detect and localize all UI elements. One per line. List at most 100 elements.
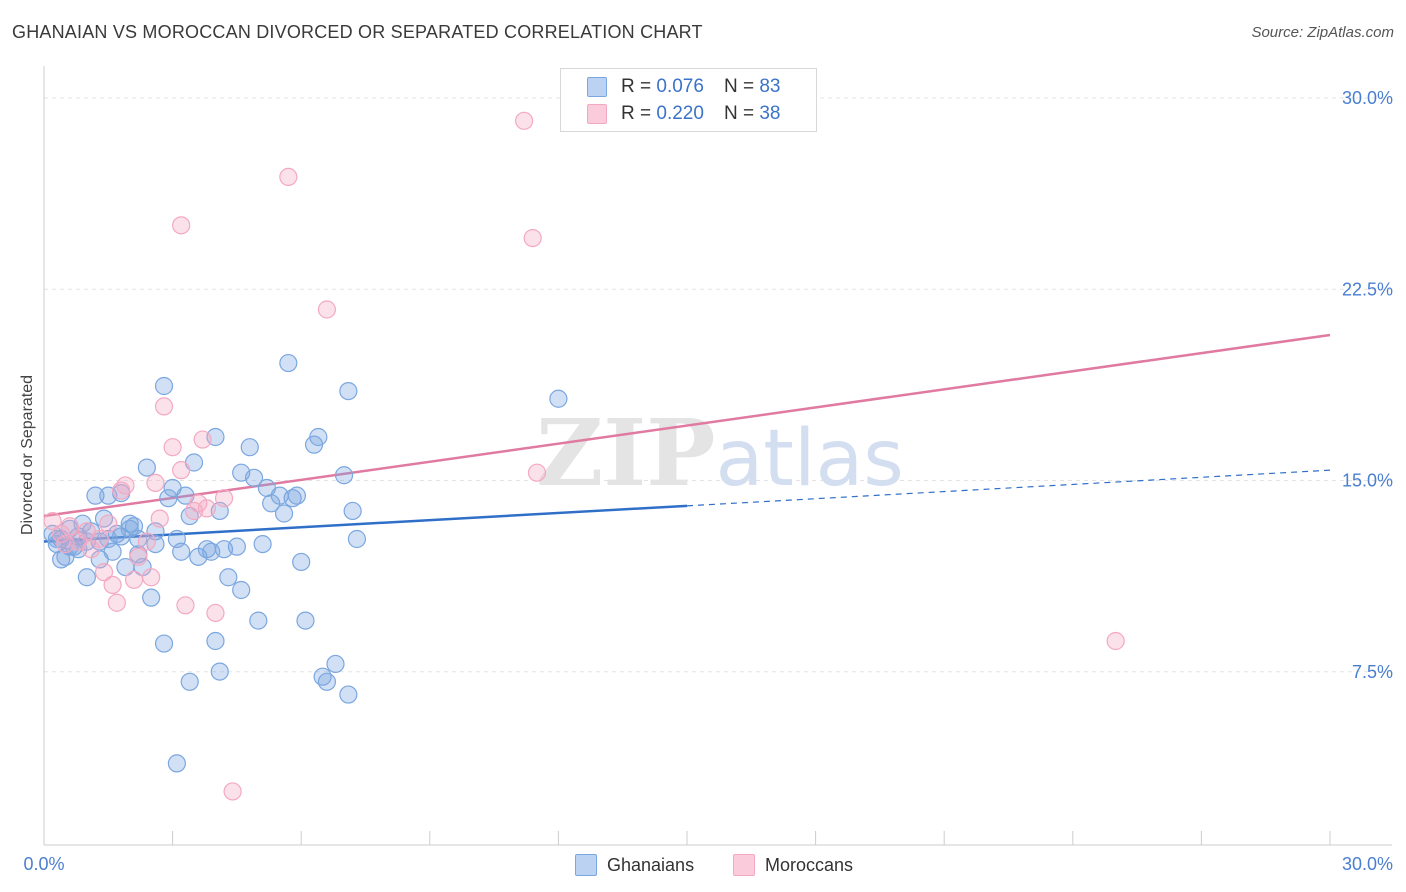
ghanaian-point xyxy=(253,534,272,554)
moroccan-point xyxy=(172,461,191,480)
moroccan-point xyxy=(146,473,165,492)
moroccan-point xyxy=(150,509,169,528)
ghanaian-point xyxy=(339,382,358,401)
ghanaian-point xyxy=(202,542,221,561)
legend-r-value: 0.220 xyxy=(656,103,704,124)
moroccan-point xyxy=(172,216,191,235)
moroccan-point xyxy=(142,568,161,587)
moroccan-point xyxy=(99,514,118,533)
moroccan-point xyxy=(107,593,126,612)
moroccan-point xyxy=(43,512,62,531)
moroccan-point xyxy=(137,532,156,551)
bottom-legend-label: Ghanaians xyxy=(607,854,695,875)
ghanaian-point xyxy=(309,427,328,447)
ghanaian-point xyxy=(167,754,186,773)
ghanaian-point xyxy=(232,580,251,600)
chart-title: GHANAIAN VS MOROCCAN DIVORCED OR SEPARAT… xyxy=(12,22,703,42)
axes xyxy=(43,66,1392,846)
moroccan-point xyxy=(523,229,542,248)
ghanaian-point xyxy=(120,514,139,533)
ghanaian-point xyxy=(86,486,105,505)
y-tick-label: 7.5% xyxy=(1352,662,1393,682)
ghanaian-trend-extension xyxy=(686,469,1331,507)
grid-lines xyxy=(44,97,1392,673)
moroccan-point xyxy=(90,529,109,549)
moroccan-point xyxy=(223,782,242,801)
ghanaian-point xyxy=(180,672,199,691)
bottom-legend-moroccans: Moroccans xyxy=(733,852,853,878)
moroccan-point xyxy=(124,570,144,589)
stats-legend: R = 0.076 N = 83 R = 0.220 N = 38 xyxy=(560,68,817,132)
ghanaian-point xyxy=(154,376,174,396)
ghanaian-point xyxy=(347,529,367,549)
moroccan-point xyxy=(279,167,298,186)
moroccan-point xyxy=(154,397,174,416)
bottom-legend-swatch-pink xyxy=(733,854,755,876)
moroccan-point xyxy=(103,575,122,595)
legend-n-label: N = xyxy=(723,103,755,124)
ghanaian-point xyxy=(326,654,345,674)
ghanaian-point xyxy=(159,489,178,508)
moroccan-point xyxy=(60,517,79,536)
ghanaian-point xyxy=(240,438,259,457)
tick-labels: 7.5% 15.0% 22.5% 30.0% 0.0% 30.0% xyxy=(23,88,1393,874)
legend-n-value: 38 xyxy=(759,103,781,124)
y-tick-label: 22.5% xyxy=(1342,279,1393,299)
ghanaian-point xyxy=(296,611,315,630)
chart-source: Source: ZipAtlas.com xyxy=(1251,24,1394,41)
ghanaian-point xyxy=(249,611,268,630)
ghanaian-point xyxy=(339,685,358,704)
moroccan-point xyxy=(317,300,337,319)
ghanaian-point xyxy=(137,458,156,477)
ghanaian-trend-line xyxy=(43,504,688,543)
legend-r-value: 0.076 xyxy=(656,76,704,97)
moroccan-point xyxy=(527,463,547,482)
moroccan-point xyxy=(206,603,225,623)
legend-swatch-blue xyxy=(587,77,607,97)
moroccan-point xyxy=(189,494,208,513)
legend-row-moroccans: R = 0.220 N = 38 xyxy=(587,102,780,126)
ghanaian-point xyxy=(77,568,96,587)
legend-n-label: N = xyxy=(723,76,755,97)
y-axis-label: Divorced or Separated xyxy=(19,375,36,535)
ghanaian-point xyxy=(274,504,294,523)
ghanaian-point xyxy=(292,552,311,572)
legend-r-label: R = xyxy=(621,103,652,124)
x-tick-label: 30.0% xyxy=(1342,854,1393,874)
moroccan-point xyxy=(193,430,212,449)
moroccan-point xyxy=(176,596,195,615)
ghanaian-point xyxy=(142,588,161,607)
watermark: ZIPatlas xyxy=(536,399,904,507)
moroccan-point xyxy=(116,476,135,495)
ghanaian-point xyxy=(244,468,264,487)
ghanaian-point xyxy=(210,662,229,681)
bottom-legend-ghanaians: Ghanaians xyxy=(575,852,694,878)
moroccan-point xyxy=(129,547,148,566)
data-points xyxy=(43,111,1125,801)
x-tick-label: 0.0% xyxy=(23,854,64,874)
bottom-legend-label: Moroccans xyxy=(765,854,854,875)
y-tick-label: 15.0% xyxy=(1342,471,1393,491)
ghanaian-point xyxy=(219,568,238,587)
ghanaian-point xyxy=(317,672,337,691)
ghanaian-point xyxy=(343,501,362,521)
moroccan-point xyxy=(515,111,534,130)
legend-n-value: 83 xyxy=(759,76,781,97)
ghanaian-point xyxy=(279,353,298,373)
moroccan-point xyxy=(197,499,216,518)
legend-swatch-pink xyxy=(587,104,607,124)
legend-row-ghanaians: R = 0.076 N = 83 xyxy=(587,75,780,99)
ghanaian-point xyxy=(172,542,191,561)
moroccan-point xyxy=(163,438,182,457)
moroccan-point xyxy=(94,563,114,582)
ghanaian-point xyxy=(334,466,354,485)
ghanaian-point xyxy=(112,527,131,546)
y-tick-label: 30.0% xyxy=(1342,88,1393,108)
ghanaian-point xyxy=(206,631,225,651)
legend-r-label: R = xyxy=(621,76,652,97)
ghanaian-point xyxy=(549,389,568,408)
ghanaian-point xyxy=(287,486,307,505)
ghanaian-point xyxy=(227,537,246,556)
ghanaian-point xyxy=(154,634,174,653)
